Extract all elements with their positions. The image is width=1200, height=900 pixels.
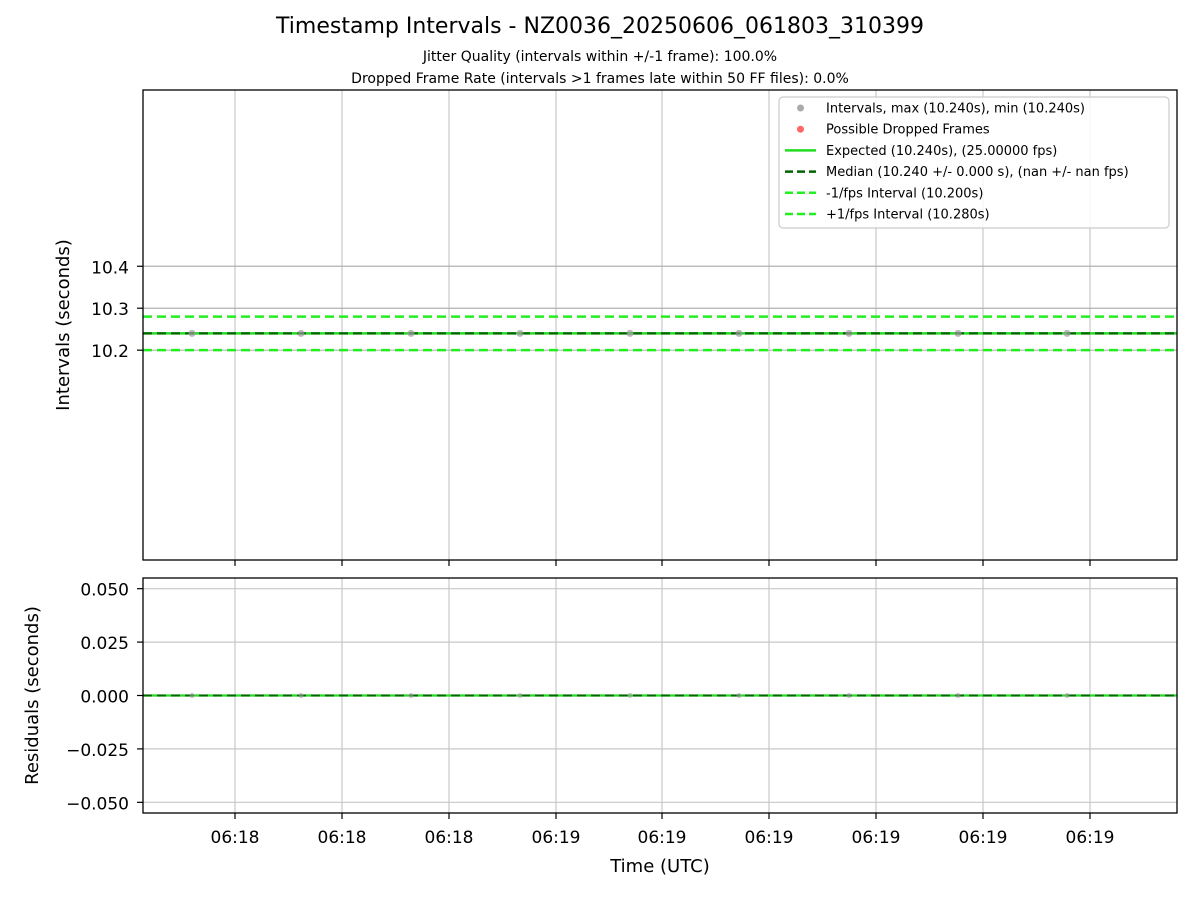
legend-entry-label: Possible Dropped Frames xyxy=(826,123,990,138)
x-tick-label: 06:18 xyxy=(425,828,474,848)
legend-marker xyxy=(797,104,804,112)
x-tick-label: 06:19 xyxy=(852,828,901,848)
interval-point xyxy=(516,329,524,337)
x-tick-label: 06:18 xyxy=(211,828,260,848)
bottom-y-tick-label: −0.025 xyxy=(66,741,129,761)
interval-point xyxy=(1063,329,1071,337)
interval-point xyxy=(188,329,196,337)
legend-box xyxy=(778,96,1170,229)
chart-title: Timestamp Intervals - NZ0036_20250606_06… xyxy=(276,14,924,39)
residual-point xyxy=(517,693,523,698)
interval-point xyxy=(407,329,415,337)
x-tick-label: 06:19 xyxy=(959,828,1008,848)
top-y-tick-label: 10.3 xyxy=(91,300,129,320)
top-y-tick-label: 10.2 xyxy=(91,342,129,362)
interval-point xyxy=(954,329,962,337)
bottom-y-tick-label: 0.050 xyxy=(80,581,129,601)
chart-subtitle-jitter: Jitter Quality (intervals within +/-1 fr… xyxy=(422,49,778,65)
x-tick-label: 06:19 xyxy=(532,828,581,848)
legend-entry-label: Median (10.240 +/- 0.000 s), (nan +/- na… xyxy=(826,165,1129,180)
legend-marker xyxy=(797,125,804,133)
top-y-tick-label: 10.4 xyxy=(91,258,129,278)
x-tick-label: 06:19 xyxy=(638,828,687,848)
residual-point xyxy=(189,693,195,698)
residual-point xyxy=(1064,693,1070,698)
legend-entry-label: Expected (10.240s), (25.00000 fps) xyxy=(826,144,1057,159)
interval-point xyxy=(297,329,305,337)
residual-point xyxy=(955,693,961,698)
x-axis-label: Time (UTC) xyxy=(609,856,710,877)
x-tick-label: 06:19 xyxy=(1066,828,1115,848)
legend-entry-label: +1/fps Interval (10.280s) xyxy=(826,208,990,223)
interval-point xyxy=(735,329,743,337)
residual-point xyxy=(298,693,304,698)
interval-point xyxy=(626,329,634,337)
x-tick-label: 06:18 xyxy=(318,828,367,848)
interval-point xyxy=(845,329,853,337)
chart-subtitle-dropped: Dropped Frame Rate (intervals >1 frames … xyxy=(351,71,849,87)
bottom-y-axis-label: Residuals (seconds) xyxy=(22,606,43,785)
residual-point xyxy=(627,693,633,698)
bottom-y-tick-label: 0.025 xyxy=(80,634,129,654)
residual-point xyxy=(736,693,742,698)
bottom-y-tick-label: −0.050 xyxy=(66,794,129,814)
x-tick-label: 06:19 xyxy=(745,828,794,848)
top-axes-frame xyxy=(142,89,1178,561)
residual-point xyxy=(846,693,852,698)
legend-entry-label: Intervals, max (10.240s), min (10.240s) xyxy=(826,102,1085,117)
legend-entry-label: -1/fps Interval (10.200s) xyxy=(826,186,983,201)
residual-point xyxy=(408,693,414,698)
top-y-axis-label: Intervals (seconds) xyxy=(53,239,74,411)
bottom-y-tick-label: 0.000 xyxy=(80,688,129,708)
